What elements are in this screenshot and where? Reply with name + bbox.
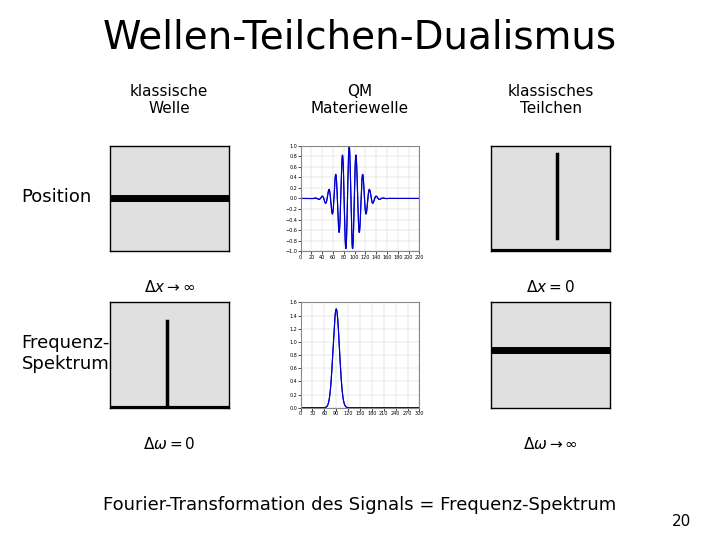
Text: $\Delta\omega = 0$: $\Delta\omega = 0$ <box>143 436 195 452</box>
Text: $\Delta x = 0$: $\Delta x = 0$ <box>526 279 575 295</box>
Text: Frequenz-
Spektrum: Frequenz- Spektrum <box>22 334 110 373</box>
Text: QM
Materiewelle: QM Materiewelle <box>311 84 409 116</box>
Text: klassische
Welle: klassische Welle <box>130 84 208 116</box>
Text: $\Delta\omega \rightarrow \infty$: $\Delta\omega \rightarrow \infty$ <box>523 436 578 452</box>
Text: Wellen-Teilchen-Dualismus: Wellen-Teilchen-Dualismus <box>103 19 617 57</box>
Text: klassisches
Teilchen: klassisches Teilchen <box>508 84 594 116</box>
Text: 20: 20 <box>672 514 691 529</box>
Text: $\Delta x \rightarrow \infty$: $\Delta x \rightarrow \infty$ <box>143 279 195 295</box>
Text: Position: Position <box>22 188 92 206</box>
Text: Fourier-Transformation des Signals = Frequenz-Spektrum: Fourier-Transformation des Signals = Fre… <box>104 496 616 514</box>
